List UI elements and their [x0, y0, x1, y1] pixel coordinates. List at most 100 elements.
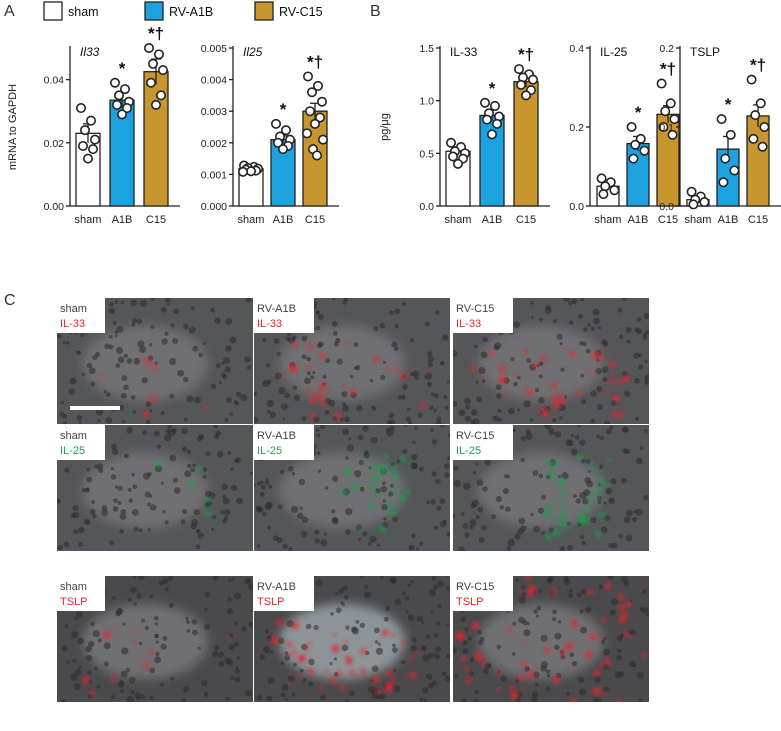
cell-nucleus — [77, 637, 84, 645]
cell-nucleus — [230, 484, 238, 492]
cell-nucleus — [389, 310, 394, 316]
cell-nucleus — [477, 629, 482, 635]
cell-nucleus — [577, 593, 582, 598]
cell-nucleus — [425, 634, 431, 639]
cell-nucleus — [214, 644, 220, 651]
cell-nucleus — [266, 525, 271, 530]
cell-nucleus — [106, 392, 111, 398]
cell-nucleus — [561, 472, 569, 480]
cell-nucleus — [229, 412, 233, 416]
cell-nucleus — [593, 697, 598, 702]
cell-nucleus — [153, 615, 159, 621]
x-tick-label: A1B — [112, 214, 133, 226]
cell-nucleus — [388, 419, 396, 424]
cell-nucleus — [406, 407, 411, 412]
chart-il25-protein: 0.0 0.2 0.4 IL-25 sham * A1B *† C15 — [569, 43, 691, 226]
cell-nucleus — [190, 306, 195, 311]
cell-nucleus — [204, 591, 211, 598]
cell-nucleus — [574, 435, 580, 440]
cell-nucleus — [112, 321, 117, 325]
fluorescence-signal — [276, 619, 284, 627]
cell-nucleus — [231, 577, 235, 581]
fluorescence-signal — [547, 471, 554, 478]
fluorescence-signal — [373, 676, 380, 683]
cell-nucleus — [633, 509, 638, 514]
cell-nucleus — [131, 472, 135, 477]
data-point — [630, 139, 641, 150]
cell-nucleus — [379, 322, 386, 329]
cell-nucleus — [626, 509, 633, 517]
fluorescence-signal — [291, 342, 297, 348]
fluorescence-signal — [400, 457, 406, 463]
fluorescence-signal — [589, 460, 594, 466]
cell-nucleus — [105, 416, 113, 424]
fluorescence-signal — [552, 675, 560, 684]
cell-nucleus — [544, 307, 552, 314]
cell-nucleus — [363, 584, 369, 590]
cell-nucleus — [478, 366, 486, 375]
fluorescence-signal — [197, 465, 203, 472]
cell-nucleus — [81, 372, 86, 377]
cell-nucleus — [234, 459, 238, 463]
fluorescence-signal — [595, 495, 600, 501]
micrograph-group-label: RV-A1B — [257, 303, 296, 315]
cell-nucleus — [85, 487, 90, 491]
cell-nucleus — [57, 544, 63, 551]
micrograph-group-label: sham — [60, 581, 87, 593]
cell-nucleus — [439, 498, 446, 505]
cell-nucleus — [495, 393, 502, 399]
cell-nucleus — [477, 506, 484, 513]
cell-nucleus — [228, 632, 234, 638]
cell-nucleus — [273, 337, 280, 344]
y-tick-label: 0.0 — [569, 201, 584, 213]
cell-nucleus — [263, 646, 271, 654]
fluorescence-signal — [592, 371, 597, 376]
cell-nucleus — [439, 361, 444, 365]
data-point — [635, 133, 646, 144]
cell-nucleus — [140, 694, 146, 699]
cell-nucleus — [409, 544, 415, 551]
x-tick-label: sham — [75, 214, 102, 226]
cell-nucleus — [537, 507, 545, 514]
cell-nucleus — [339, 417, 344, 422]
cell-nucleus — [335, 591, 339, 595]
data-point — [156, 90, 167, 101]
significance-marker: *† — [148, 24, 164, 43]
cell-nucleus — [618, 533, 623, 539]
data-point — [304, 106, 315, 117]
cell-nucleus — [463, 482, 471, 491]
cell-nucleus — [109, 302, 114, 307]
cell-nucleus — [586, 323, 591, 327]
cell-nucleus — [469, 519, 477, 527]
fluorescence-signal — [419, 402, 427, 410]
cell-nucleus — [260, 484, 266, 490]
cell-nucleus — [642, 589, 647, 594]
cell-nucleus — [192, 345, 199, 352]
cell-nucleus — [436, 603, 442, 608]
cell-nucleus — [73, 683, 81, 691]
cell-nucleus — [302, 678, 307, 682]
cell-nucleus — [272, 535, 279, 542]
fluorescence-signal — [344, 341, 348, 346]
x-tick-label: C15 — [658, 214, 678, 226]
cell-nucleus — [342, 585, 348, 591]
cell-nucleus — [375, 647, 384, 655]
fluorescence-signal — [361, 456, 366, 461]
fluorescence-signal — [521, 641, 526, 647]
cell-nucleus — [526, 622, 531, 626]
fluorescence-signal — [390, 676, 396, 682]
cell-nucleus — [568, 320, 574, 326]
cell-nucleus — [430, 611, 434, 615]
cell-nucleus — [114, 300, 119, 304]
cell-nucleus — [644, 359, 648, 364]
cell-nucleus — [469, 525, 474, 530]
cell-nucleus — [374, 627, 380, 634]
fluorescence-signal — [399, 495, 406, 502]
fluorescence-signal — [143, 357, 151, 365]
cell-nucleus — [551, 418, 557, 423]
cell-nucleus — [535, 614, 540, 618]
cell-nucleus — [630, 629, 636, 636]
fluorescence-signal — [557, 396, 563, 403]
fluorescence-signal — [601, 512, 606, 518]
fluorescence-signal — [560, 397, 567, 403]
